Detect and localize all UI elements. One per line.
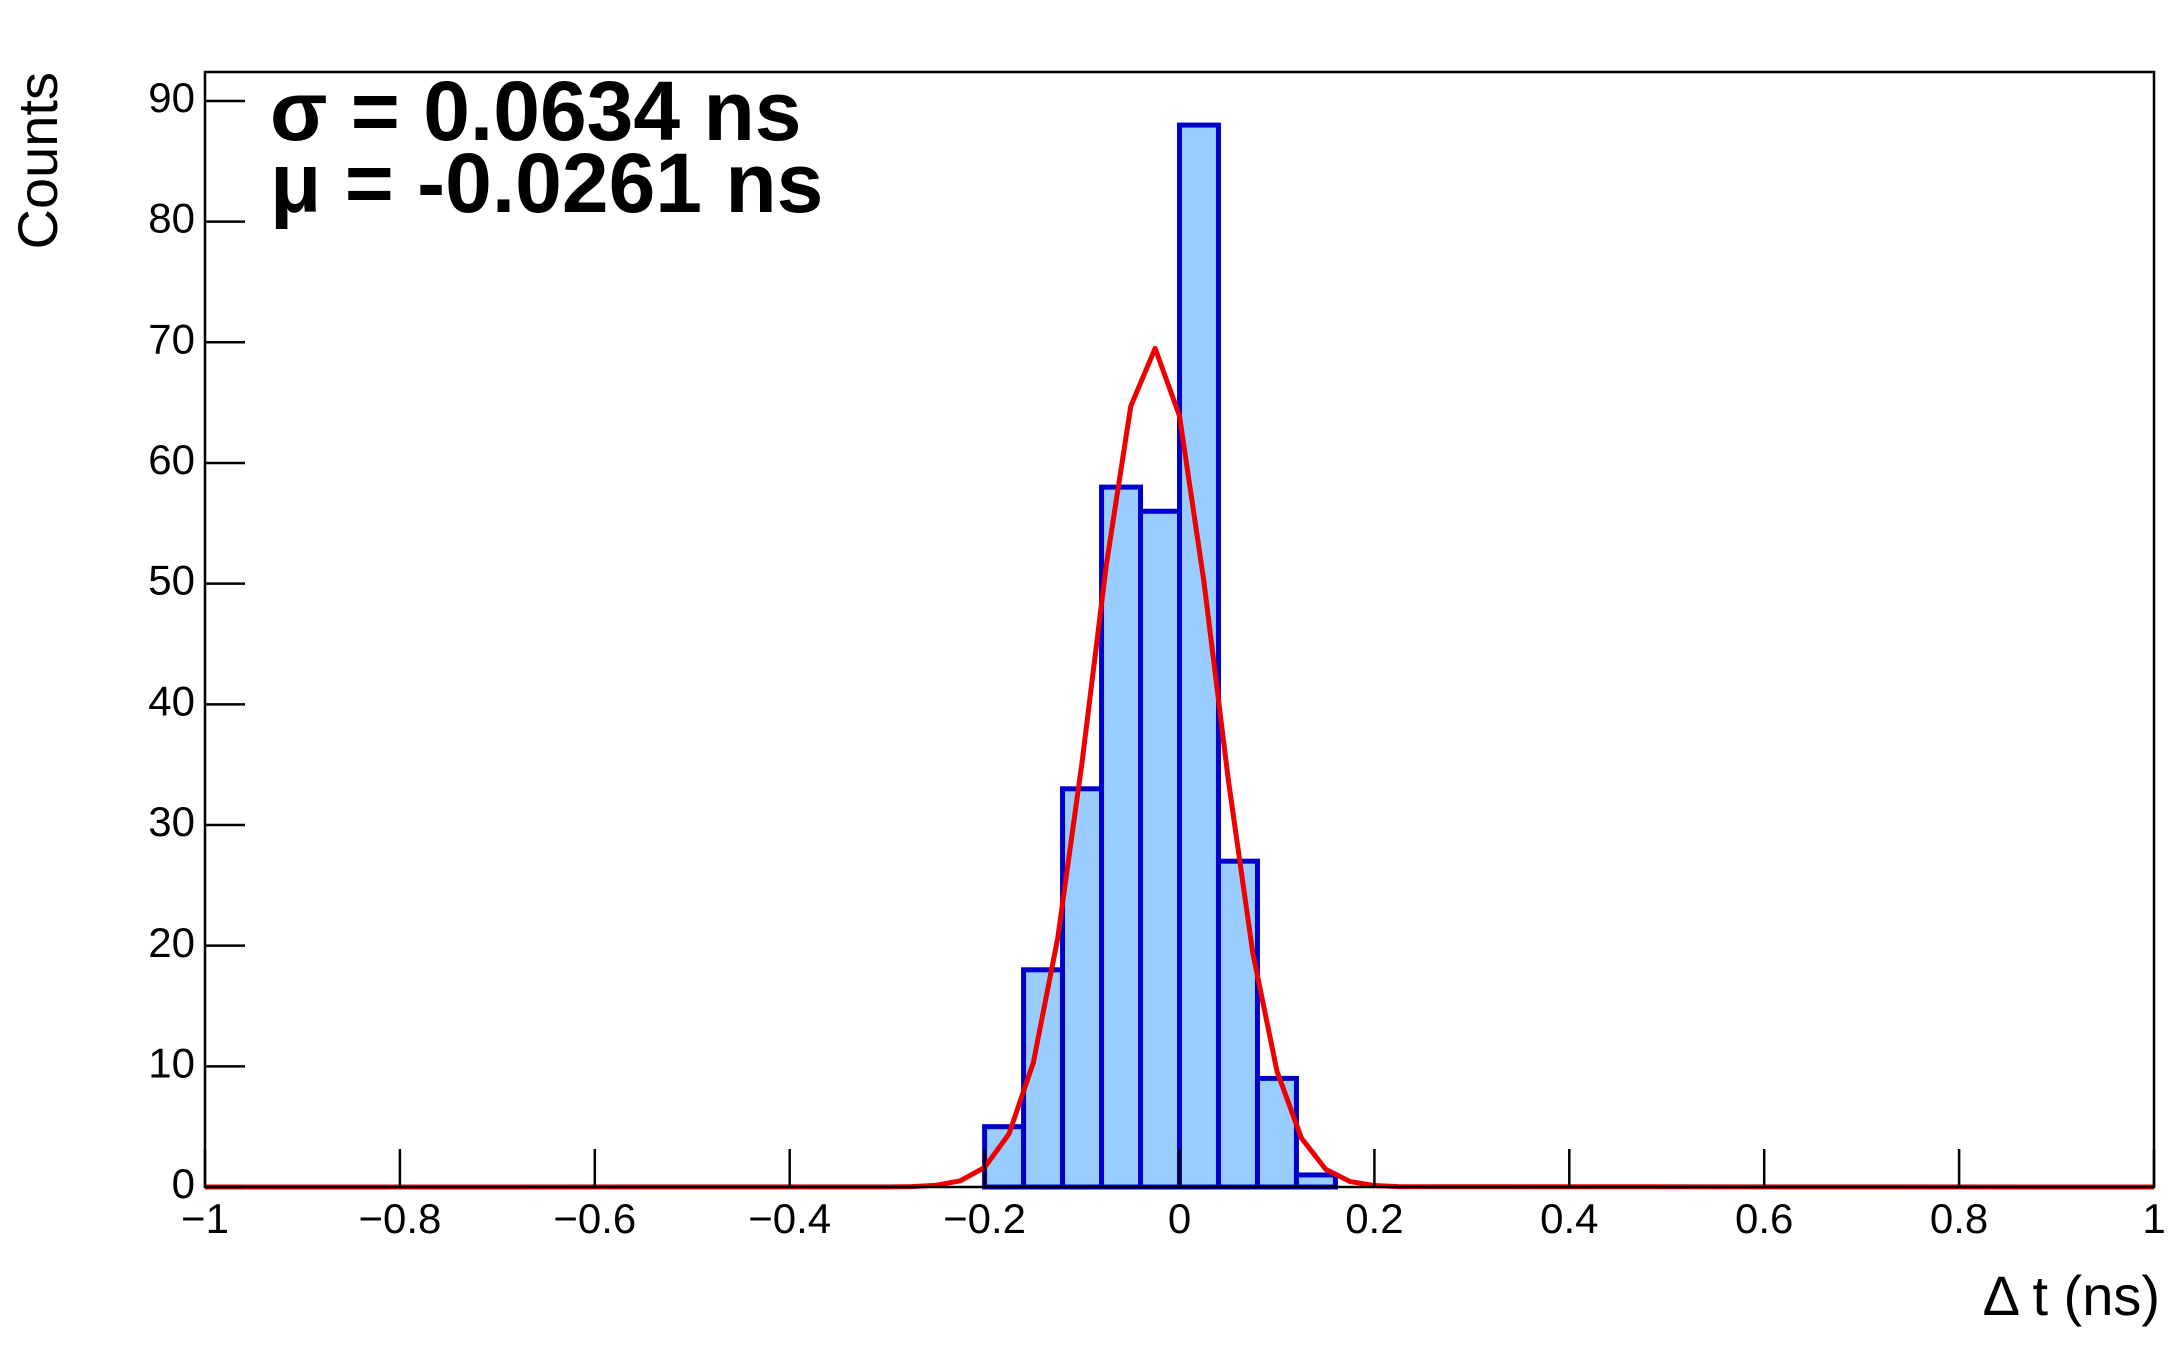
x-tick-label: 0.2 bbox=[1345, 1195, 1403, 1242]
y-tick-label: 40 bbox=[148, 677, 195, 724]
histogram-bar bbox=[1138, 508, 1183, 1190]
x-tick-label: 1 bbox=[2142, 1195, 2165, 1242]
x-tick-label: −0.8 bbox=[358, 1195, 441, 1242]
histogram-bar bbox=[1254, 1075, 1299, 1190]
y-tick-label: 80 bbox=[148, 195, 195, 242]
x-tick-label: −1 bbox=[181, 1195, 229, 1242]
histogram-bar bbox=[1293, 1172, 1338, 1190]
x-tick-label: −0.4 bbox=[748, 1195, 831, 1242]
sigma-annotation: σ = 0.0634 ns bbox=[270, 64, 801, 158]
mu-annotation: μ = -0.0261 ns bbox=[270, 136, 823, 230]
x-tick-label: 0.6 bbox=[1735, 1195, 1793, 1242]
y-tick-label: 50 bbox=[148, 557, 195, 604]
histogram-bar bbox=[1215, 858, 1260, 1190]
x-tick-label: 0.4 bbox=[1540, 1195, 1598, 1242]
y-tick-label: 60 bbox=[148, 436, 195, 483]
y-axis-label: Counts bbox=[6, 72, 69, 249]
y-tick-label: 0 bbox=[172, 1160, 195, 1207]
y-tick-label: 90 bbox=[148, 74, 195, 121]
x-tick-label: 0 bbox=[1168, 1195, 1191, 1242]
y-tick-label: 70 bbox=[148, 315, 195, 362]
x-tick-label: −0.6 bbox=[553, 1195, 636, 1242]
histogram-bar bbox=[1099, 484, 1144, 1190]
y-tick-label: 20 bbox=[148, 919, 195, 966]
x-axis-label: Δ t (ns) bbox=[1983, 1264, 2160, 1327]
x-tick-label: 0.8 bbox=[1930, 1195, 1988, 1242]
y-tick-label: 30 bbox=[148, 798, 195, 845]
y-tick-label: 10 bbox=[148, 1039, 195, 1086]
x-tick-label: −0.2 bbox=[943, 1195, 1026, 1242]
fit-curve bbox=[204, 345, 2155, 1190]
